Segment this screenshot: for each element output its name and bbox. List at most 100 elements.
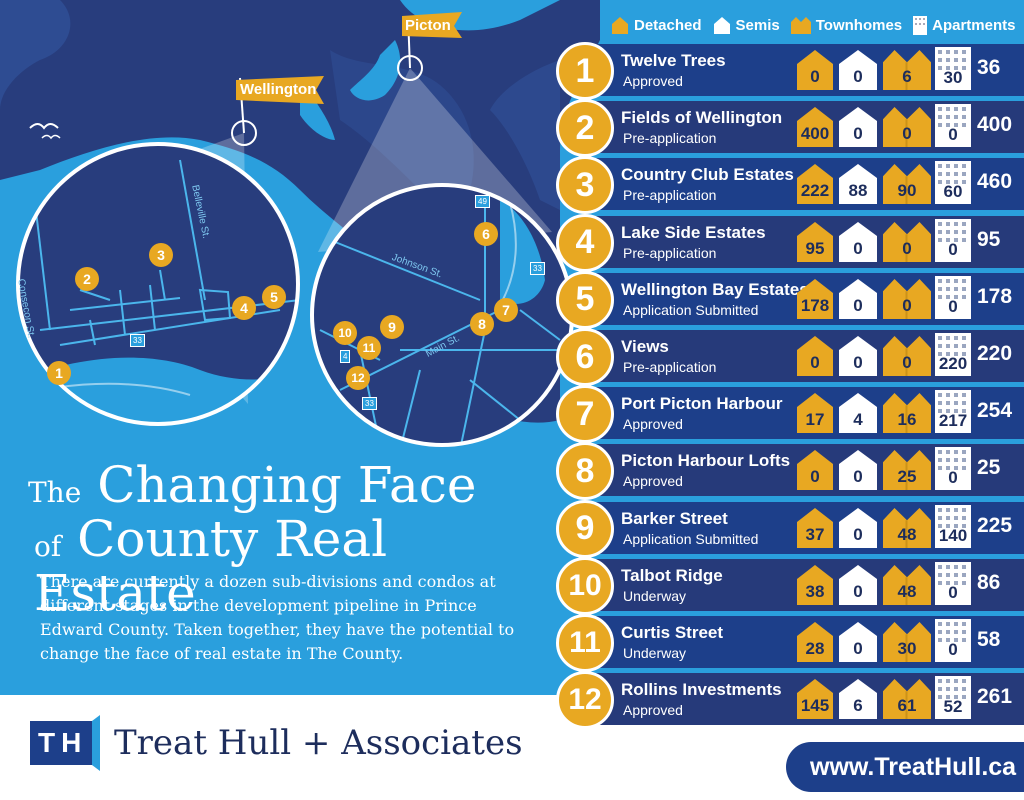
table-row: 9 Barker Street Application Submitted 37 0 48…	[555, 499, 1024, 558]
table-row: 1 Twelve Trees Approved 0 0 6 30 36	[555, 42, 1024, 100]
detached-count: 37	[795, 506, 835, 548]
map-marker-6: 6	[474, 222, 498, 246]
semis-count: 0	[837, 448, 879, 491]
development-status: Pre-application	[623, 130, 717, 147]
semis-value: 0	[853, 467, 863, 487]
row-total: 86	[977, 570, 1001, 594]
table-row: 5 Wellington Bay Estates Application Submi…	[555, 270, 1024, 329]
semis-value: 0	[853, 124, 863, 144]
development-status: Approved	[623, 73, 683, 89]
table-row: 10 Talbot Ridge Underway 38 0 48 0 86	[555, 556, 1024, 615]
development-name: Curtis Street	[621, 623, 724, 642]
row-number-badge: 7	[556, 385, 614, 444]
apartments-count: 217	[934, 389, 972, 434]
legend-item-detached: Detached	[610, 16, 702, 34]
highway-shield: 33	[130, 334, 145, 347]
table-row: 12 Rollins Investments Approved 145 6 61 52 261	[555, 671, 1024, 730]
apartments-count: 0	[934, 446, 972, 491]
townhomes-value: 25	[897, 467, 917, 487]
detached-count: 0	[795, 334, 835, 376]
semis-count: 0	[837, 506, 879, 548]
row-total: 25	[977, 456, 1001, 480]
development-name: Country Club Estates	[621, 165, 794, 185]
development-name: Views	[621, 337, 669, 356]
map-marker-8: 8	[470, 312, 494, 336]
apartments-count: 30	[934, 46, 972, 90]
townhomes-value: 0	[902, 124, 912, 144]
detached-value: 178	[800, 295, 830, 315]
apartments-value: 140	[938, 525, 968, 545]
legend-label: Townhomes	[815, 16, 903, 34]
row-number-badge: 8	[556, 442, 614, 501]
row-total: 36	[977, 56, 1001, 79]
detached-value: 0	[810, 353, 820, 372]
detached-count: 95	[795, 220, 835, 262]
apartments-value: 0	[948, 582, 958, 602]
apartments-value: 217	[938, 411, 968, 431]
development-status: Application Submitted	[623, 530, 759, 547]
development-status: Pre-application	[623, 244, 717, 261]
development-status: Approved	[623, 473, 683, 490]
table-row: 8 Picton Harbour Lofts Approved 0 0 25 0 25	[555, 442, 1024, 501]
development-status: Approved	[623, 416, 683, 433]
townhomes-value: 0	[902, 295, 912, 315]
townhomes-icon	[790, 17, 811, 34]
detached-count: 222	[795, 162, 835, 205]
semis-count: 0	[837, 563, 879, 605]
townhomes-count: 0	[882, 220, 932, 262]
apartments-value: 0	[948, 296, 958, 316]
detached-value: 0	[810, 67, 820, 86]
development-name: Talbot Ridge	[621, 565, 723, 585]
semis-value: 0	[853, 581, 863, 601]
title-word-the: The	[28, 476, 82, 509]
row-number-badge: 12	[556, 671, 614, 730]
detached-value: 38	[805, 581, 825, 601]
semis-value: 0	[853, 238, 863, 258]
table-row: 4 Lake Side Estates Pre-application 95 0 0 0 95	[555, 213, 1024, 272]
development-status: Pre-application	[623, 187, 717, 204]
detached-count: 17	[795, 391, 835, 434]
apartments-value: 60	[943, 182, 963, 202]
row-total: 460	[977, 170, 1013, 194]
apartments-icon	[913, 16, 928, 35]
apartments-count: 220	[934, 332, 972, 376]
detached-value: 37	[805, 524, 825, 544]
highway-shield: 33	[362, 397, 377, 410]
map-marker-2: 2	[75, 267, 99, 291]
detached-value: 28	[805, 639, 825, 658]
semis-value: 4	[853, 410, 863, 430]
title-word-of: of	[34, 530, 62, 563]
semis-count: 6	[837, 677, 879, 720]
apartments-value: 30	[943, 68, 963, 87]
table-row: 7 Port Picton Harbour Approved 17 4 16 217 254	[555, 385, 1024, 444]
development-name: Twelve Trees	[621, 51, 726, 70]
townhomes-count: 25	[882, 448, 932, 491]
map-marker-12: 12	[346, 366, 370, 390]
development-name: Picton Harbour Lofts	[621, 451, 791, 471]
development-name: Port Picton Harbour	[621, 394, 783, 414]
semis-value: 0	[853, 524, 863, 544]
logo-letters: TH	[38, 727, 88, 758]
semis-count: 4	[837, 391, 879, 434]
semis-value: 0	[853, 639, 863, 658]
detached-count: 0	[795, 448, 835, 491]
table-row: 3 Country Club Estates Pre-application 222 8…	[555, 156, 1024, 215]
row-number-badge: 10	[556, 556, 614, 615]
website-link[interactable]: www.TreatHull.ca	[786, 742, 1024, 792]
highway-shield: 4	[340, 350, 351, 363]
detached-icon	[612, 17, 628, 34]
map-marker-1: 1	[47, 361, 71, 385]
semis-icon	[713, 17, 730, 34]
townhomes-value: 16	[897, 410, 917, 430]
townhomes-value: 0	[902, 238, 912, 258]
apartments-count: 60	[934, 160, 972, 205]
map-marker-3: 3	[149, 243, 173, 267]
detached-value: 0	[810, 467, 820, 487]
semis-count: 0	[837, 277, 879, 319]
legend-item-townhomes: Townhomes	[790, 16, 902, 34]
apartments-value: 0	[948, 468, 958, 488]
legend-item-apartments: Apartments	[912, 15, 1015, 35]
apartments-count: 0	[934, 218, 972, 262]
townhomes-value: 48	[897, 524, 917, 544]
townhomes-value: 90	[897, 181, 917, 201]
